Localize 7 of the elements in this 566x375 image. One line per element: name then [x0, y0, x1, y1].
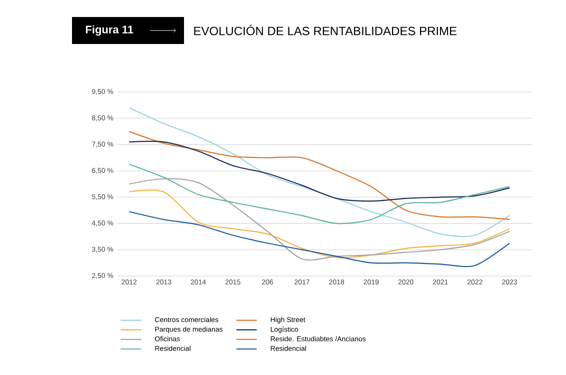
chart-title: EVOLUCIÓN DE LAS RENTABILIDADES PRIME: [194, 24, 457, 36]
line-series: [128, 164, 510, 224]
line-series: [128, 107, 510, 237]
text: Figura 11: [86, 25, 134, 36]
line-series: [128, 211, 510, 268]
line-series: [128, 130, 510, 220]
line-series: [128, 140, 510, 202]
